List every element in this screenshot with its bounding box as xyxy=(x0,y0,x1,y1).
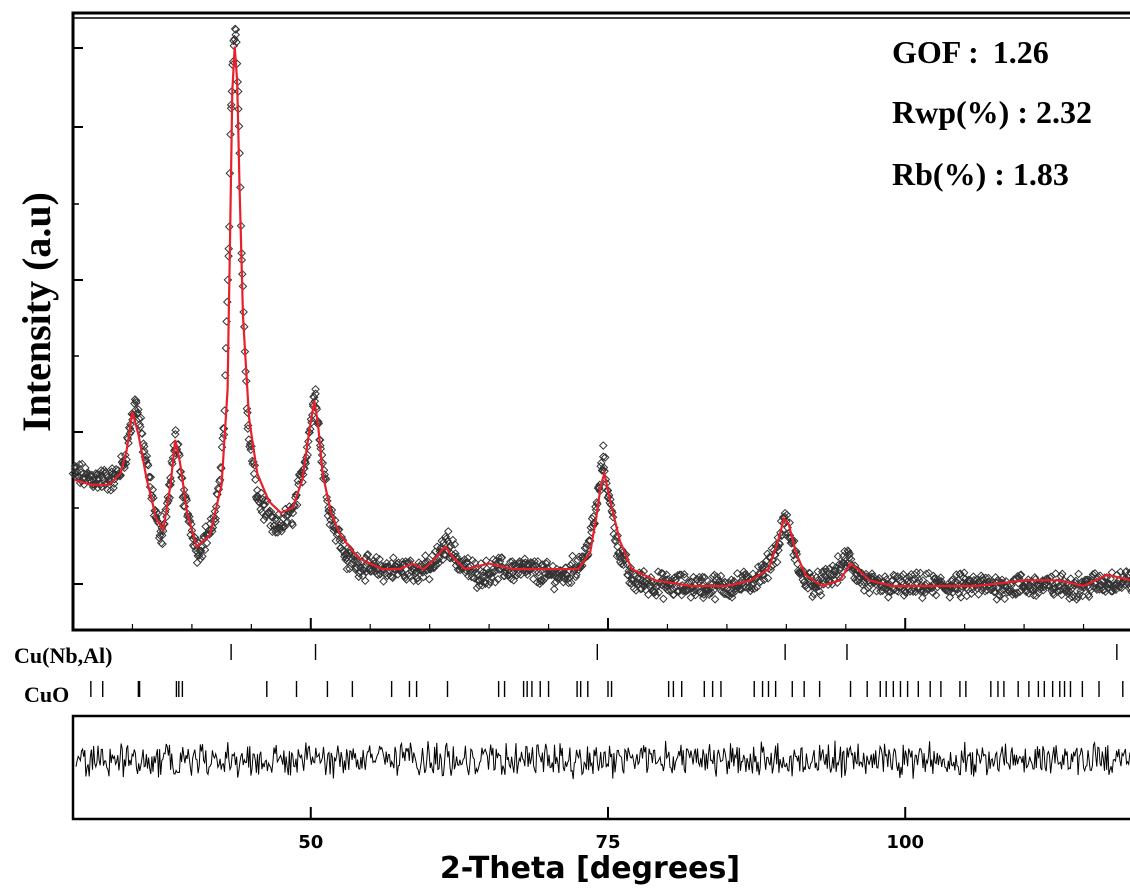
observed-point xyxy=(817,592,824,599)
rb-value: 1.83 xyxy=(1013,156,1069,192)
rb-label: Rb(%) : xyxy=(892,156,1005,192)
y-axis-label: Intensity (a.u) xyxy=(14,192,59,432)
phase-label-cuo: CuO xyxy=(24,682,69,707)
gof-value: 1.26 xyxy=(993,34,1049,70)
phase-label-cunbal: Cu(Nb,Al) xyxy=(14,643,112,668)
rwp-label: Rwp(%) : xyxy=(892,94,1028,130)
observed-point xyxy=(380,578,387,585)
observed-point xyxy=(362,577,369,584)
observed-point xyxy=(225,245,232,252)
gof-label: GOF : xyxy=(892,34,979,70)
observed-point xyxy=(963,592,970,599)
rb-stat: Rb(%) : 1.83 xyxy=(892,156,1069,192)
observed-point xyxy=(530,575,537,582)
observed-point xyxy=(711,596,718,603)
observed-point xyxy=(225,253,232,260)
gof-stat: GOF : 1.26 xyxy=(892,34,1049,70)
rwp-stat: Rwp(%) : 2.32 xyxy=(892,94,1092,130)
observed-point xyxy=(194,559,201,566)
x-tick-label-75: 75 xyxy=(595,832,620,853)
bragg-reflection-markers xyxy=(91,644,1130,697)
observed-point xyxy=(445,528,452,535)
observed-point xyxy=(312,386,319,393)
x-axis-label: 2-Theta [degrees] xyxy=(440,851,740,886)
observed-point xyxy=(600,442,607,449)
observed-point xyxy=(1075,570,1082,577)
observed-point xyxy=(834,553,841,560)
difference-line xyxy=(76,741,1130,780)
x-tick-label-100: 100 xyxy=(886,832,924,853)
difference-curve xyxy=(76,741,1130,780)
fit-statistics: GOF : 1.26 Rwp(%) : 2.32 Rb(%) : 1.83 xyxy=(892,34,1092,192)
x-tick-label-50: 50 xyxy=(298,832,323,853)
observed-point xyxy=(343,565,350,572)
observed-point xyxy=(975,591,982,598)
observed-point xyxy=(226,170,233,177)
rwp-value: 2.32 xyxy=(1036,94,1092,130)
observed-point xyxy=(660,595,667,602)
observed-point xyxy=(569,552,576,559)
